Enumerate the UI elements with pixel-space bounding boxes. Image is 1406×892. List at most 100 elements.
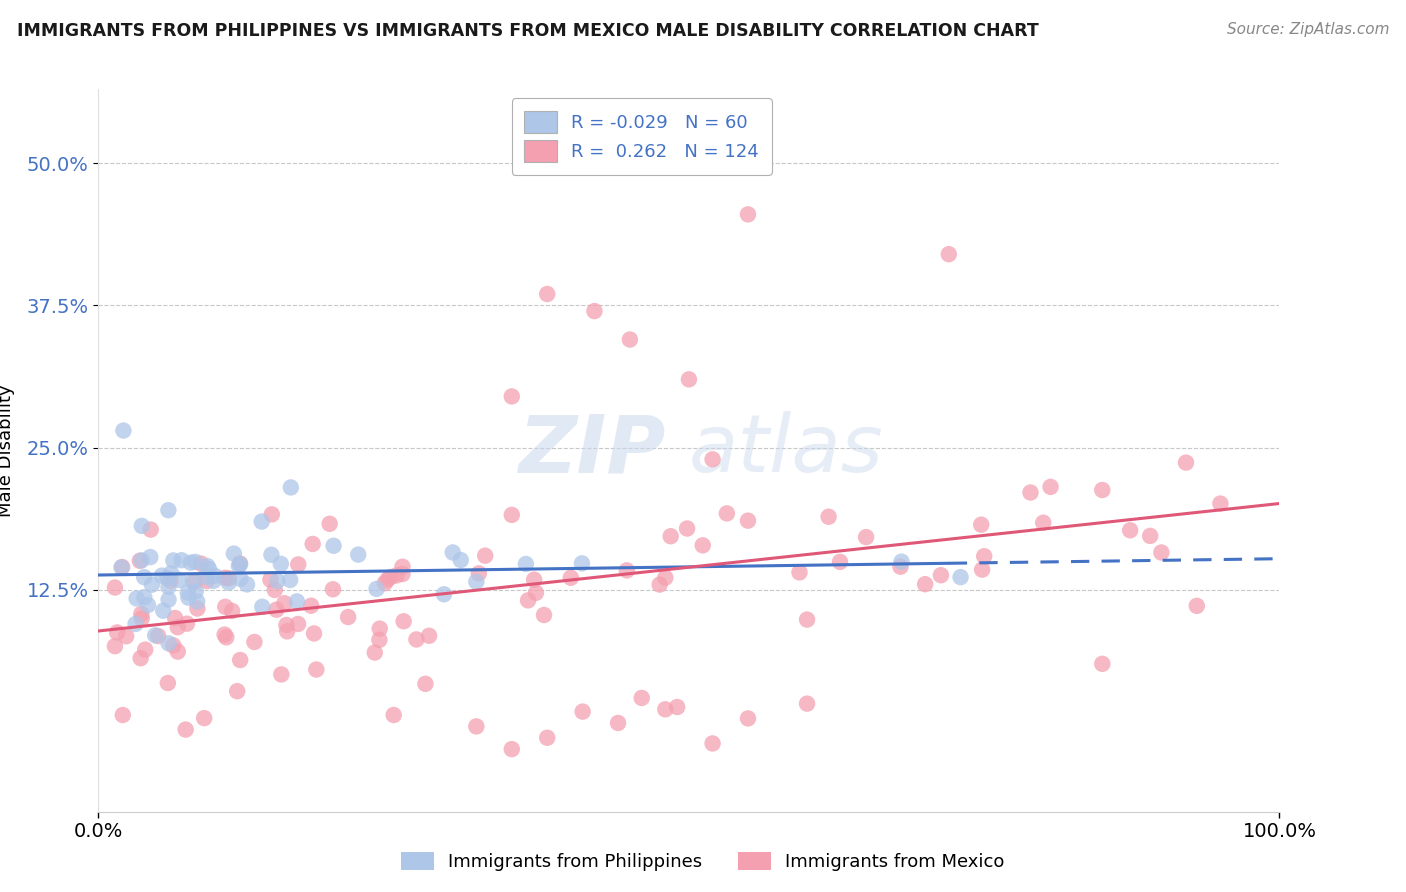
Point: [177, 591, 200, 605]
Point: [218, 575, 240, 590]
Text: IMMIGRANTS FROM PHILIPPINES VS IMMIGRANTS FROM MEXICO MALE DISABILITY CORRELATIO: IMMIGRANTS FROM PHILIPPINES VS IMMIGRANT…: [17, 22, 1039, 40]
Point: [184, 555, 207, 569]
Point: [533, 607, 555, 622]
Point: [374, 576, 396, 591]
Point: [1150, 545, 1173, 559]
Point: [104, 639, 127, 653]
Point: [222, 547, 245, 561]
Point: [337, 610, 360, 624]
Point: [181, 574, 204, 589]
Point: [391, 567, 413, 582]
Point: [221, 604, 243, 618]
Point: [148, 629, 170, 643]
Point: [229, 653, 252, 667]
Point: [817, 509, 839, 524]
Point: [385, 568, 408, 582]
Point: [364, 646, 387, 660]
Point: [177, 585, 200, 599]
Point: [194, 569, 217, 583]
Point: [186, 601, 208, 615]
Y-axis label: Male Disability: Male Disability: [0, 384, 15, 516]
Point: [678, 372, 700, 386]
Point: [111, 560, 134, 574]
Point: [276, 624, 298, 639]
Point: [929, 568, 952, 582]
Point: [789, 566, 811, 580]
Point: [524, 586, 547, 600]
Point: [855, 530, 877, 544]
Point: [115, 629, 138, 643]
Point: [523, 573, 546, 587]
Point: [243, 635, 266, 649]
Point: [571, 557, 593, 571]
Point: [186, 594, 208, 608]
Point: [184, 574, 207, 589]
Point: [195, 574, 218, 588]
Point: [889, 559, 911, 574]
Point: [228, 558, 250, 573]
Point: [1139, 529, 1161, 543]
Point: [184, 584, 207, 599]
Point: [676, 522, 699, 536]
Point: [560, 571, 582, 585]
Point: [415, 677, 437, 691]
Point: [270, 557, 292, 571]
Point: [318, 516, 340, 531]
Point: [150, 568, 173, 582]
Point: [536, 731, 558, 745]
Point: [285, 594, 308, 608]
Point: [418, 629, 440, 643]
Point: [131, 519, 153, 533]
Point: [914, 577, 936, 591]
Point: [125, 591, 148, 606]
Point: [129, 651, 152, 665]
Text: ZIP: ZIP: [517, 411, 665, 490]
Point: [1119, 523, 1142, 537]
Point: [176, 616, 198, 631]
Point: [391, 559, 413, 574]
Point: [112, 424, 135, 438]
Point: [214, 571, 236, 585]
Point: [302, 626, 325, 640]
Point: [368, 622, 391, 636]
Point: [301, 537, 323, 551]
Point: [159, 574, 181, 588]
Point: [160, 566, 183, 581]
Point: [382, 708, 405, 723]
Point: [134, 591, 156, 605]
Point: [377, 573, 399, 587]
Point: [796, 613, 818, 627]
Point: [198, 562, 221, 576]
Point: [619, 333, 641, 347]
Point: [124, 617, 146, 632]
Point: [1091, 657, 1114, 671]
Point: [105, 625, 128, 640]
Point: [165, 611, 187, 625]
Point: [152, 604, 174, 618]
Point: [441, 545, 464, 559]
Point: [890, 555, 912, 569]
Point: [162, 639, 184, 653]
Point: [702, 736, 724, 750]
Point: [174, 723, 197, 737]
Point: [180, 556, 202, 570]
Point: [166, 620, 188, 634]
Point: [162, 553, 184, 567]
Point: [266, 574, 288, 588]
Point: [380, 570, 402, 584]
Point: [266, 603, 288, 617]
Point: [226, 684, 249, 698]
Point: [157, 503, 180, 517]
Point: [260, 508, 283, 522]
Point: [141, 577, 163, 591]
Point: [252, 599, 274, 614]
Point: [1019, 485, 1042, 500]
Point: [433, 587, 456, 601]
Point: [938, 247, 960, 261]
Point: [405, 632, 427, 647]
Point: [229, 572, 252, 586]
Point: [1032, 516, 1054, 530]
Point: [139, 550, 162, 565]
Point: [737, 207, 759, 221]
Point: [134, 570, 156, 584]
